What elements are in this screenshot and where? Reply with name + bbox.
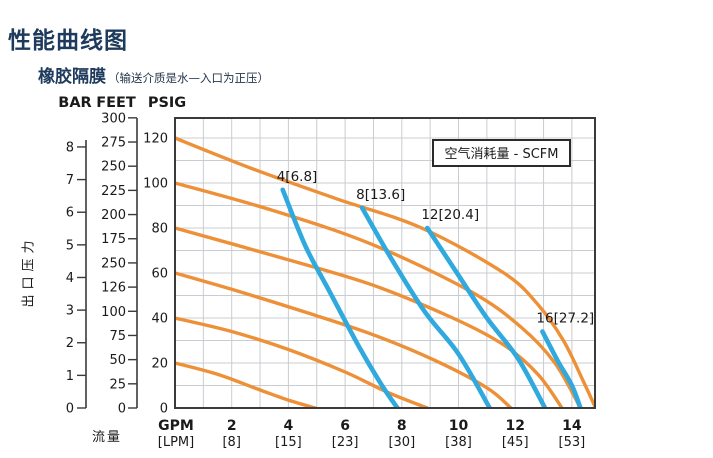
scfm-line-label: 12[20.4] xyxy=(421,207,479,223)
bar-tick-label: 4 xyxy=(66,271,74,286)
plot-frame xyxy=(174,117,596,409)
psig-tick-label: 60 xyxy=(151,267,168,282)
bar-axis-header: BAR xyxy=(58,95,91,111)
psig-tick-label: 80 xyxy=(151,222,168,237)
flow-curve-100psig xyxy=(175,181,583,408)
bar-tick-label: 2 xyxy=(66,336,74,351)
x-tick-lpm-label: [53] xyxy=(559,435,586,450)
bar-tick-label: 7 xyxy=(66,173,74,188)
flow-curve-20psig xyxy=(175,361,317,408)
bar-tick-label: 3 xyxy=(66,304,74,319)
legend-box xyxy=(432,139,571,167)
x-axis-unit-gpm: GPM xyxy=(158,418,194,434)
scfm-line-label: 8[13.6] xyxy=(356,187,405,203)
x-tick-gpm-label: 8 xyxy=(397,418,407,434)
x-tick-gpm-label: 6 xyxy=(340,418,350,434)
feet-tick-label: 50 xyxy=(109,353,126,368)
feet-tick-label: 200 xyxy=(101,208,126,223)
psig-tick-label: 0 xyxy=(160,402,168,417)
x-tick-lpm-label: [30] xyxy=(388,435,415,450)
psig-tick-label: 100 xyxy=(143,177,168,192)
psig-tick-label: 120 xyxy=(143,132,168,147)
feet-tick-label: 0 xyxy=(118,402,126,417)
feet-tick-label: 250 xyxy=(101,256,126,271)
feet-tick-label: 250 xyxy=(101,160,126,175)
feet-axis-header: FEET xyxy=(96,95,136,111)
bar-tick-label: 0 xyxy=(66,402,74,417)
x-tick-gpm-label: 2 xyxy=(227,418,237,434)
scfm-line-label: 16[27.2] xyxy=(536,311,594,327)
feet-tick-label: 275 xyxy=(101,136,126,151)
psig-tick-label: 20 xyxy=(151,357,168,372)
diaphragm-type-label: 橡胶隔膜 xyxy=(38,67,106,87)
x-tick-gpm-label: 4 xyxy=(284,418,294,434)
flow-curve-40psig xyxy=(175,316,429,408)
feet-tick-label: 300 xyxy=(101,111,126,126)
flow-curve-80psig xyxy=(175,226,564,408)
feet-tick-label: 100 xyxy=(101,305,126,320)
bar-tick-label: 5 xyxy=(66,238,74,253)
bar-tick-label: 6 xyxy=(66,206,74,221)
x-tick-lpm-label: [45] xyxy=(502,435,529,450)
feet-tick-label: 25 xyxy=(109,377,126,392)
flow-curve-120psig xyxy=(175,136,595,408)
x-tick-lpm-label: [23] xyxy=(332,435,359,450)
x-tick-lpm-label: [15] xyxy=(275,435,302,450)
feet-tick-label: 75 xyxy=(109,329,126,344)
feet-tick-label: 225 xyxy=(101,184,126,199)
bar-tick-label: 1 xyxy=(66,369,74,384)
scfm-line-12 xyxy=(425,225,548,408)
curves-group xyxy=(175,136,595,408)
bar-tick-label: 8 xyxy=(66,140,74,155)
x-axis-title: 流量 xyxy=(92,430,123,445)
x-tick-lpm-label: [8] xyxy=(222,435,240,450)
feet-tick-label: 175 xyxy=(101,232,126,247)
scfm-line-4 xyxy=(280,187,400,408)
medium-condition-note: （输送介质是水—入口为正压） xyxy=(108,71,269,85)
x-tick-gpm-label: 10 xyxy=(449,418,469,434)
x-axis-unit-lpm: [LPM] xyxy=(158,435,194,450)
x-tick-gpm-label: 14 xyxy=(562,418,582,434)
page-title: 性能曲线图 xyxy=(8,28,128,55)
scfm-line-16 xyxy=(540,329,583,408)
x-tick-gpm-label: 12 xyxy=(505,418,524,434)
psig-tick-label: 40 xyxy=(151,312,168,327)
flow-curve-60psig xyxy=(175,271,513,408)
chart-subtitle: 橡胶隔膜 （输送介质是水—入口为正压） xyxy=(38,62,269,87)
x-tick-lpm-label: [38] xyxy=(445,435,472,450)
feet-tick-label: 126 xyxy=(101,281,126,296)
psig-axis-header: PSIG xyxy=(148,95,186,111)
scfm-line-label: 4[6.8] xyxy=(277,169,318,185)
scfm-line-8 xyxy=(359,205,492,408)
legend-label: 空气消耗量 - SCFM xyxy=(445,146,559,162)
